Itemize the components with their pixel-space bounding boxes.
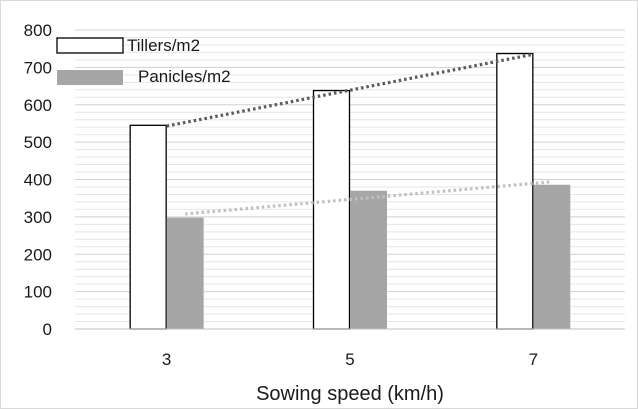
y-axis-tick-labels: 0 100 200 300 400 500 600 700 800 bbox=[24, 21, 52, 339]
tillers-bar-5 bbox=[312, 89, 351, 330]
legend: Tillers/m2 Panicles/m2 bbox=[56, 36, 231, 86]
panicles-bar-3 bbox=[166, 217, 204, 329]
y-tick-label: 200 bbox=[24, 245, 52, 264]
tillers-trendline bbox=[166, 52, 534, 128]
x-axis-title: Sowing speed (km/h) bbox=[256, 383, 444, 405]
panicles-bar-7 bbox=[533, 184, 571, 329]
y-tick-label: 700 bbox=[24, 58, 52, 77]
y-tick-label: 300 bbox=[24, 208, 52, 227]
y-tick-label: 600 bbox=[24, 96, 52, 115]
x-tick-label: 3 bbox=[162, 350, 171, 369]
bars bbox=[129, 52, 571, 330]
x-tick-label: 7 bbox=[529, 350, 538, 369]
tillers-bar-7 bbox=[496, 52, 534, 330]
y-tick-label: 0 bbox=[43, 320, 52, 339]
x-tick-label: 5 bbox=[345, 350, 354, 369]
trendlines bbox=[166, 52, 552, 216]
panicles-trendline bbox=[185, 180, 552, 216]
legend-label: Tillers/m2 bbox=[127, 36, 200, 55]
y-tick-label: 100 bbox=[24, 283, 52, 302]
panicles-bar-5 bbox=[350, 190, 387, 329]
legend-label: Panicles/m2 bbox=[138, 67, 231, 86]
legend-swatch bbox=[57, 70, 123, 85]
x-axis-tick-labels: 3 5 7 bbox=[162, 350, 538, 369]
y-tick-label: 800 bbox=[24, 21, 52, 40]
legend-swatch bbox=[56, 37, 124, 54]
y-tick-label: 400 bbox=[24, 171, 52, 190]
y-tick-label: 500 bbox=[24, 133, 52, 152]
tillers-bar-3 bbox=[129, 124, 167, 330]
